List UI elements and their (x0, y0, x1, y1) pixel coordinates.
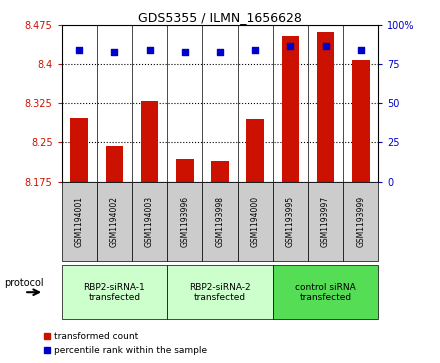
Text: GSM1193995: GSM1193995 (286, 196, 295, 247)
Text: RBP2-siRNA-2
transfected: RBP2-siRNA-2 transfected (189, 282, 251, 302)
Bar (211, 161, 229, 182)
Text: GSM1193997: GSM1193997 (321, 196, 330, 247)
Point (322, 43, 329, 49)
Bar (246, 119, 264, 182)
Point (252, 48, 259, 53)
Text: GSM1193998: GSM1193998 (216, 196, 224, 247)
Text: RBP2-siRNA-1
transfected: RBP2-siRNA-1 transfected (84, 282, 145, 302)
Point (146, 48, 153, 53)
Point (181, 49, 188, 55)
Text: control siRNA
transfected: control siRNA transfected (295, 282, 356, 302)
Text: protocol: protocol (4, 278, 44, 288)
Legend: transformed count, percentile rank within the sample: transformed count, percentile rank withi… (40, 329, 211, 359)
Text: GSM1193996: GSM1193996 (180, 196, 189, 247)
Text: GSM1194002: GSM1194002 (110, 196, 119, 247)
Bar (352, 60, 370, 182)
Point (287, 43, 294, 49)
Bar (141, 101, 158, 182)
Bar (282, 36, 299, 182)
Text: GSM1193999: GSM1193999 (356, 196, 365, 247)
Point (357, 48, 364, 53)
Point (76, 48, 83, 53)
Text: GSM1194003: GSM1194003 (145, 196, 154, 247)
Bar (176, 159, 194, 182)
Point (216, 49, 224, 55)
Point (111, 49, 118, 55)
Text: GSM1194000: GSM1194000 (251, 196, 260, 247)
Text: GDS5355 / ILMN_1656628: GDS5355 / ILMN_1656628 (138, 11, 302, 24)
Bar (317, 32, 334, 182)
Bar (70, 118, 88, 182)
Text: GSM1194001: GSM1194001 (75, 196, 84, 247)
Bar (106, 146, 123, 182)
